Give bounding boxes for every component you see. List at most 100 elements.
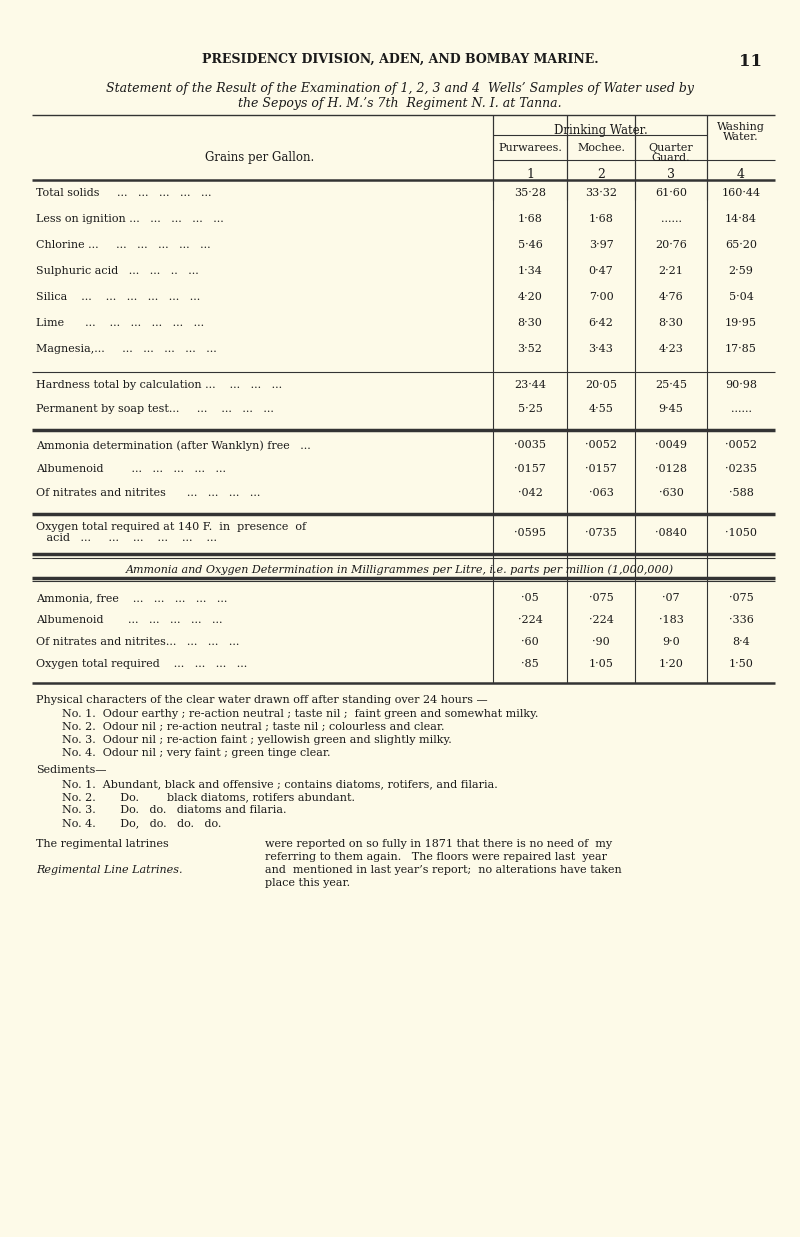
Text: 0·47: 0·47 [589, 266, 614, 276]
Text: Regimental Line Latrines.: Regimental Line Latrines. [36, 865, 182, 875]
Text: ·075: ·075 [729, 593, 754, 602]
Text: No. 1.  Odour earthy ; re-action neutral ; taste nil ;  faint green and somewhat: No. 1. Odour earthy ; re-action neutral … [62, 709, 538, 719]
Text: Physical characters of the clear water drawn off after standing over 24 hours —: Physical characters of the clear water d… [36, 695, 488, 705]
Text: 1·20: 1·20 [658, 659, 683, 669]
Text: 1·05: 1·05 [589, 659, 614, 669]
Text: ......: ...... [661, 214, 682, 224]
Text: 2·21: 2·21 [658, 266, 683, 276]
Text: ·85: ·85 [521, 659, 539, 669]
Text: Ammonia determination (after Wanklyn) free   ...: Ammonia determination (after Wanklyn) fr… [36, 440, 310, 450]
Text: ·0035: ·0035 [514, 440, 546, 450]
Text: place this year.: place this year. [265, 878, 350, 888]
Text: ·224: ·224 [589, 615, 614, 625]
Text: No. 3.       Do.   do.   diatoms and filaria.: No. 3. Do. do. diatoms and filaria. [62, 805, 286, 815]
Text: acid   ...     ...    ...    ...    ...    ...: acid ... ... ... ... ... ... [36, 533, 217, 543]
Text: ·60: ·60 [521, 637, 539, 647]
Text: 2: 2 [597, 168, 605, 181]
Text: ·588: ·588 [729, 489, 754, 499]
Text: Of nitrates and nitrites      ...   ...   ...   ...: Of nitrates and nitrites ... ... ... ... [36, 489, 260, 499]
Text: ·183: ·183 [658, 615, 683, 625]
Text: ·0735: ·0735 [585, 528, 617, 538]
Text: the Sepoys of H. M.’s 7th  Regiment N. I. at Tanna.: the Sepoys of H. M.’s 7th Regiment N. I.… [238, 96, 562, 110]
Text: No. 1.  Abundant, black and offensive ; contains diatoms, rotifers, and filaria.: No. 1. Abundant, black and offensive ; c… [62, 779, 498, 789]
Text: were reported on so fully in 1871 that there is no need of  my: were reported on so fully in 1871 that t… [265, 839, 612, 849]
Text: The regimental latrines: The regimental latrines [36, 839, 169, 849]
Text: Quarter: Quarter [649, 143, 694, 153]
Text: 1·68: 1·68 [589, 214, 614, 224]
Text: 1·50: 1·50 [729, 659, 754, 669]
Text: 23·44: 23·44 [514, 380, 546, 390]
Text: Mochee.: Mochee. [577, 143, 625, 153]
Text: ·90: ·90 [592, 637, 610, 647]
Text: Oxygen total required at 140 F.  in  presence  of: Oxygen total required at 140 F. in prese… [36, 522, 306, 532]
Text: Oxygen total required    ...   ...   ...   ...: Oxygen total required ... ... ... ... [36, 659, 247, 669]
Text: 20·05: 20·05 [585, 380, 617, 390]
Text: 17·85: 17·85 [725, 344, 757, 354]
Text: 3·97: 3·97 [589, 240, 614, 250]
Text: Sediments—: Sediments— [36, 764, 106, 776]
Text: ·05: ·05 [521, 593, 539, 602]
Text: 1·68: 1·68 [518, 214, 542, 224]
Text: Ammonia and Oxygen Determination in Milligrammes per Litre, i.e. parts per milli: Ammonia and Oxygen Determination in Mill… [126, 564, 674, 574]
Text: 8·30: 8·30 [518, 318, 542, 328]
Text: Silica    ...    ...   ...   ...   ...   ...: Silica ... ... ... ... ... ... [36, 292, 200, 302]
Text: PRESIDENCY DIVISION, ADEN, AND BOMBAY MARINE.: PRESIDENCY DIVISION, ADEN, AND BOMBAY MA… [202, 53, 598, 66]
Text: ·07: ·07 [662, 593, 680, 602]
Text: Drinking Water.: Drinking Water. [554, 124, 647, 137]
Text: ·0157: ·0157 [585, 464, 617, 474]
Text: Chlorine ...     ...   ...   ...   ...   ...: Chlorine ... ... ... ... ... ... [36, 240, 210, 250]
Text: Hardness total by calculation ...    ...   ...   ...: Hardness total by calculation ... ... ..… [36, 380, 282, 390]
Text: ·0595: ·0595 [514, 528, 546, 538]
Text: 25·45: 25·45 [655, 380, 687, 390]
Text: referring to them again.   The floors were repaired last  year: referring to them again. The floors were… [265, 852, 607, 862]
Text: No. 3.  Odour nil ; re-action faint ; yellowish green and slightly milky.: No. 3. Odour nil ; re-action faint ; yel… [62, 735, 452, 745]
Text: 5·04: 5·04 [729, 292, 754, 302]
Text: ·0052: ·0052 [725, 440, 757, 450]
Text: 1·34: 1·34 [518, 266, 542, 276]
Text: Grains per Gallon.: Grains per Gallon. [206, 151, 314, 165]
Text: Ammonia, free    ...   ...   ...   ...   ...: Ammonia, free ... ... ... ... ... [36, 593, 227, 602]
Text: 5·46: 5·46 [518, 240, 542, 250]
Text: No. 4.  Odour nil ; very faint ; green tinge clear.: No. 4. Odour nil ; very faint ; green ti… [62, 748, 330, 758]
Text: 6·42: 6·42 [589, 318, 614, 328]
Text: Statement of the Result of the Examination of 1, 2, 3 and 4  Wells’ Samples of W: Statement of the Result of the Examinati… [106, 82, 694, 95]
Text: ·1050: ·1050 [725, 528, 757, 538]
Text: Permanent by soap test...     ...    ...   ...   ...: Permanent by soap test... ... ... ... ..… [36, 404, 274, 414]
Text: 9·0: 9·0 [662, 637, 680, 647]
Text: No. 2.       Do.        black diatoms, rotifers abundant.: No. 2. Do. black diatoms, rotifers abund… [62, 792, 355, 802]
Text: 3·52: 3·52 [518, 344, 542, 354]
Text: and  mentioned in last year’s report;  no alterations have taken: and mentioned in last year’s report; no … [265, 865, 622, 875]
Text: No. 4.       Do,   do.   do.   do.: No. 4. Do, do. do. do. [62, 818, 222, 828]
Text: 4·20: 4·20 [518, 292, 542, 302]
Text: Guard.: Guard. [652, 153, 690, 163]
Text: 19·95: 19·95 [725, 318, 757, 328]
Text: 4: 4 [737, 168, 745, 181]
Text: 3: 3 [667, 168, 675, 181]
Text: 14·84: 14·84 [725, 214, 757, 224]
Text: ·042: ·042 [518, 489, 542, 499]
Text: 4·23: 4·23 [658, 344, 683, 354]
Text: 9·45: 9·45 [658, 404, 683, 414]
Text: Albumenoid        ...   ...   ...   ...   ...: Albumenoid ... ... ... ... ... [36, 464, 226, 474]
Text: ·0840: ·0840 [655, 528, 687, 538]
Text: ......: ...... [730, 404, 751, 414]
Text: 4·76: 4·76 [658, 292, 683, 302]
Text: ·063: ·063 [589, 489, 614, 499]
Text: 3·43: 3·43 [589, 344, 614, 354]
Text: 35·28: 35·28 [514, 188, 546, 198]
Text: 20·76: 20·76 [655, 240, 687, 250]
Text: ·630: ·630 [658, 489, 683, 499]
Text: Sulphuric acid   ...   ...   ..   ...: Sulphuric acid ... ... .. ... [36, 266, 198, 276]
Text: 1: 1 [526, 168, 534, 181]
Text: 11: 11 [739, 53, 762, 71]
Text: 33·32: 33·32 [585, 188, 617, 198]
Text: Albumenoid       ...   ...   ...   ...   ...: Albumenoid ... ... ... ... ... [36, 615, 222, 625]
Text: ·0157: ·0157 [514, 464, 546, 474]
Text: 7·00: 7·00 [589, 292, 614, 302]
Text: ·0049: ·0049 [655, 440, 687, 450]
Text: 90·98: 90·98 [725, 380, 757, 390]
Text: 8·30: 8·30 [658, 318, 683, 328]
Text: Lime      ...    ...   ...   ...   ...   ...: Lime ... ... ... ... ... ... [36, 318, 204, 328]
Text: 2·59: 2·59 [729, 266, 754, 276]
Text: ·075: ·075 [589, 593, 614, 602]
